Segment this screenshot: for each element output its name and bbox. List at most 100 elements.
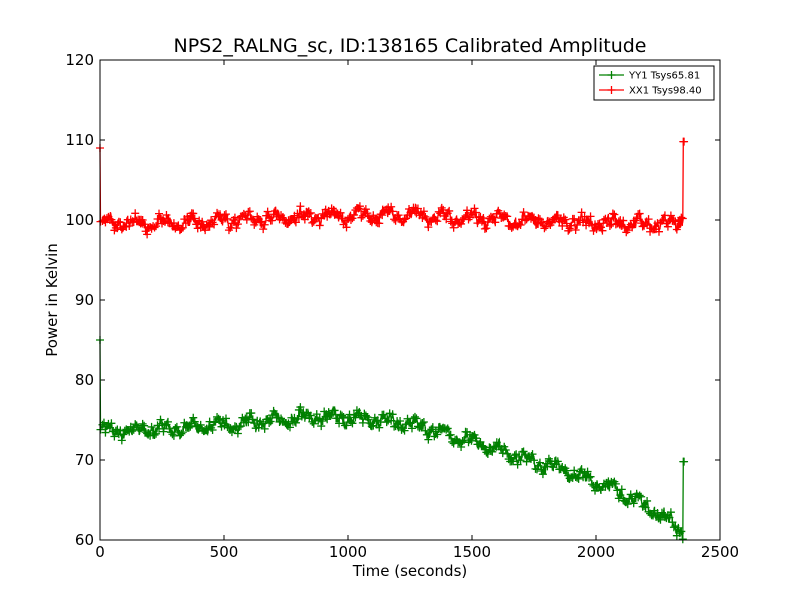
data-point-marker bbox=[424, 223, 433, 232]
data-point-marker bbox=[521, 216, 530, 225]
data-point-marker bbox=[348, 214, 357, 223]
data-point-marker bbox=[463, 206, 472, 215]
data-point-marker bbox=[666, 508, 675, 517]
data-point-marker bbox=[596, 223, 605, 232]
data-point-marker bbox=[443, 424, 452, 433]
data-point-marker bbox=[446, 430, 455, 439]
data-point-marker bbox=[271, 207, 280, 216]
data-point-marker bbox=[561, 215, 570, 224]
data-point-marker bbox=[327, 204, 336, 213]
data-point-marker bbox=[348, 419, 357, 428]
data-point-marker bbox=[601, 482, 610, 491]
data-point-marker bbox=[445, 431, 454, 440]
data-point-marker bbox=[317, 422, 326, 431]
data-point-marker bbox=[410, 412, 419, 421]
data-point-marker bbox=[260, 220, 269, 229]
data-point-marker bbox=[152, 429, 161, 438]
data-point-marker bbox=[155, 424, 164, 433]
data-point-marker bbox=[315, 221, 324, 230]
data-point-marker bbox=[470, 204, 479, 213]
data-point-marker bbox=[150, 430, 159, 439]
data-point-marker bbox=[210, 220, 219, 229]
legend-box bbox=[593, 65, 715, 101]
data-point-marker bbox=[364, 415, 373, 424]
data-point-marker bbox=[342, 223, 351, 232]
data-point-marker bbox=[480, 224, 489, 233]
data-point-marker bbox=[367, 422, 376, 431]
data-point-marker bbox=[433, 430, 442, 439]
data-point-marker bbox=[516, 221, 525, 230]
data-point-marker bbox=[357, 213, 366, 222]
data-point-marker bbox=[419, 417, 428, 426]
data-point-marker bbox=[407, 424, 416, 433]
data-point-marker bbox=[476, 437, 485, 446]
data-point-marker bbox=[501, 445, 510, 454]
data-point-marker bbox=[543, 462, 552, 471]
legend-marker bbox=[607, 71, 616, 79]
data-point-marker bbox=[519, 447, 528, 456]
y-tick-label: 120 bbox=[65, 51, 94, 69]
data-point-marker bbox=[369, 421, 378, 430]
data-point-marker bbox=[361, 205, 370, 214]
data-point-marker bbox=[433, 217, 442, 226]
data-point-marker bbox=[339, 413, 348, 422]
data-point-marker bbox=[259, 225, 268, 234]
data-point-marker bbox=[628, 223, 637, 232]
data-point-marker bbox=[482, 224, 491, 233]
data-point-marker bbox=[388, 410, 397, 419]
data-point-marker bbox=[110, 432, 119, 441]
data-point-marker bbox=[178, 223, 187, 232]
series-markers bbox=[96, 336, 689, 544]
data-point-marker bbox=[509, 457, 518, 466]
data-point-marker bbox=[654, 514, 663, 523]
data-point-marker bbox=[623, 500, 632, 509]
data-point-marker bbox=[312, 410, 321, 419]
data-point-marker bbox=[562, 466, 571, 475]
data-point-marker bbox=[405, 418, 414, 427]
legend: YY1 Tsys65.81 XX1 Tsys98.40 bbox=[593, 65, 715, 101]
data-point-marker bbox=[306, 411, 315, 420]
data-point-marker bbox=[143, 230, 152, 239]
data-point-marker bbox=[538, 470, 547, 479]
data-point-marker bbox=[326, 412, 335, 421]
data-point-marker bbox=[635, 209, 644, 218]
data-point-marker bbox=[409, 203, 418, 212]
data-point-marker bbox=[336, 208, 345, 217]
data-point-marker bbox=[540, 224, 549, 233]
data-point-marker bbox=[424, 435, 433, 444]
data-point-marker bbox=[479, 213, 488, 222]
data-point-marker bbox=[562, 219, 571, 228]
data-point-marker bbox=[678, 535, 687, 544]
data-point-marker bbox=[598, 226, 607, 235]
data-point-marker bbox=[308, 218, 317, 227]
data-point-marker bbox=[247, 409, 256, 418]
data-point-marker bbox=[418, 419, 427, 428]
data-point-marker bbox=[592, 225, 601, 234]
data-point-marker bbox=[491, 218, 500, 227]
data-point-marker bbox=[406, 419, 415, 428]
data-point-marker bbox=[263, 207, 272, 216]
data-point-marker bbox=[535, 458, 544, 467]
data-point-marker bbox=[617, 485, 626, 494]
data-point-marker bbox=[177, 429, 186, 438]
data-point-marker bbox=[663, 222, 672, 231]
data-point-marker bbox=[449, 223, 458, 232]
data-point-marker bbox=[666, 211, 675, 220]
data-point-marker bbox=[619, 216, 628, 225]
data-point-marker bbox=[171, 424, 180, 433]
data-point-marker bbox=[214, 211, 223, 220]
data-point-marker bbox=[415, 423, 424, 432]
data-point-marker bbox=[338, 411, 347, 420]
data-point-marker bbox=[346, 216, 355, 225]
data-point-marker bbox=[643, 220, 652, 229]
data-point-marker bbox=[147, 422, 156, 431]
data-point-marker bbox=[363, 209, 372, 218]
data-point-marker bbox=[586, 212, 595, 221]
data-point-marker bbox=[680, 137, 689, 146]
data-point-marker bbox=[260, 424, 269, 433]
data-point-marker bbox=[232, 224, 241, 233]
data-point-marker bbox=[391, 216, 400, 225]
data-point-marker bbox=[293, 209, 302, 218]
data-point-marker bbox=[282, 219, 291, 228]
